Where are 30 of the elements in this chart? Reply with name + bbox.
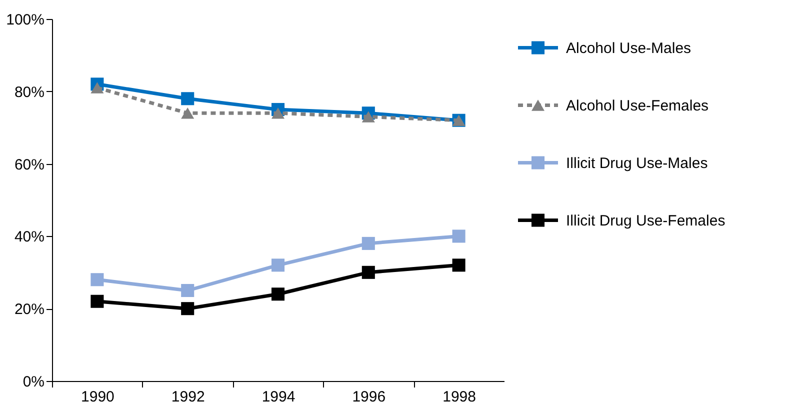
y-tick-label: 0%	[22, 374, 44, 390]
x-tick-label: 1992	[171, 388, 205, 404]
y-tick-label: 40%	[14, 228, 44, 246]
x-tick-label: 1990	[81, 388, 114, 404]
point	[271, 288, 285, 301]
point	[271, 258, 285, 272]
y-tick-label: 100%	[6, 12, 44, 28]
x-tick-label: 1994	[262, 388, 296, 404]
legend-label: Alcohol Use-Males	[566, 40, 692, 57]
point	[362, 111, 375, 122]
y-tick-label: 20%	[14, 301, 44, 318]
legend-label: Illicit Drug Use-Males	[566, 154, 708, 172]
point	[452, 230, 466, 243]
point	[90, 82, 104, 94]
point	[181, 302, 194, 316]
point	[181, 92, 194, 106]
legend-label: Illicit Drug Use-Females	[566, 212, 726, 230]
point	[362, 266, 375, 279]
point	[362, 236, 375, 250]
point	[271, 107, 285, 119]
point	[90, 294, 104, 308]
point	[181, 107, 194, 119]
point	[90, 273, 104, 286]
point	[181, 284, 194, 298]
point	[452, 258, 466, 272]
y-tick-label: 60%	[14, 156, 44, 174]
legend-label: Alcohol Use-Females	[566, 97, 709, 114]
x-tick-label: 1998	[442, 388, 476, 404]
y-tick-label: 80%	[14, 84, 44, 101]
x-tick-label: 1996	[352, 388, 386, 404]
